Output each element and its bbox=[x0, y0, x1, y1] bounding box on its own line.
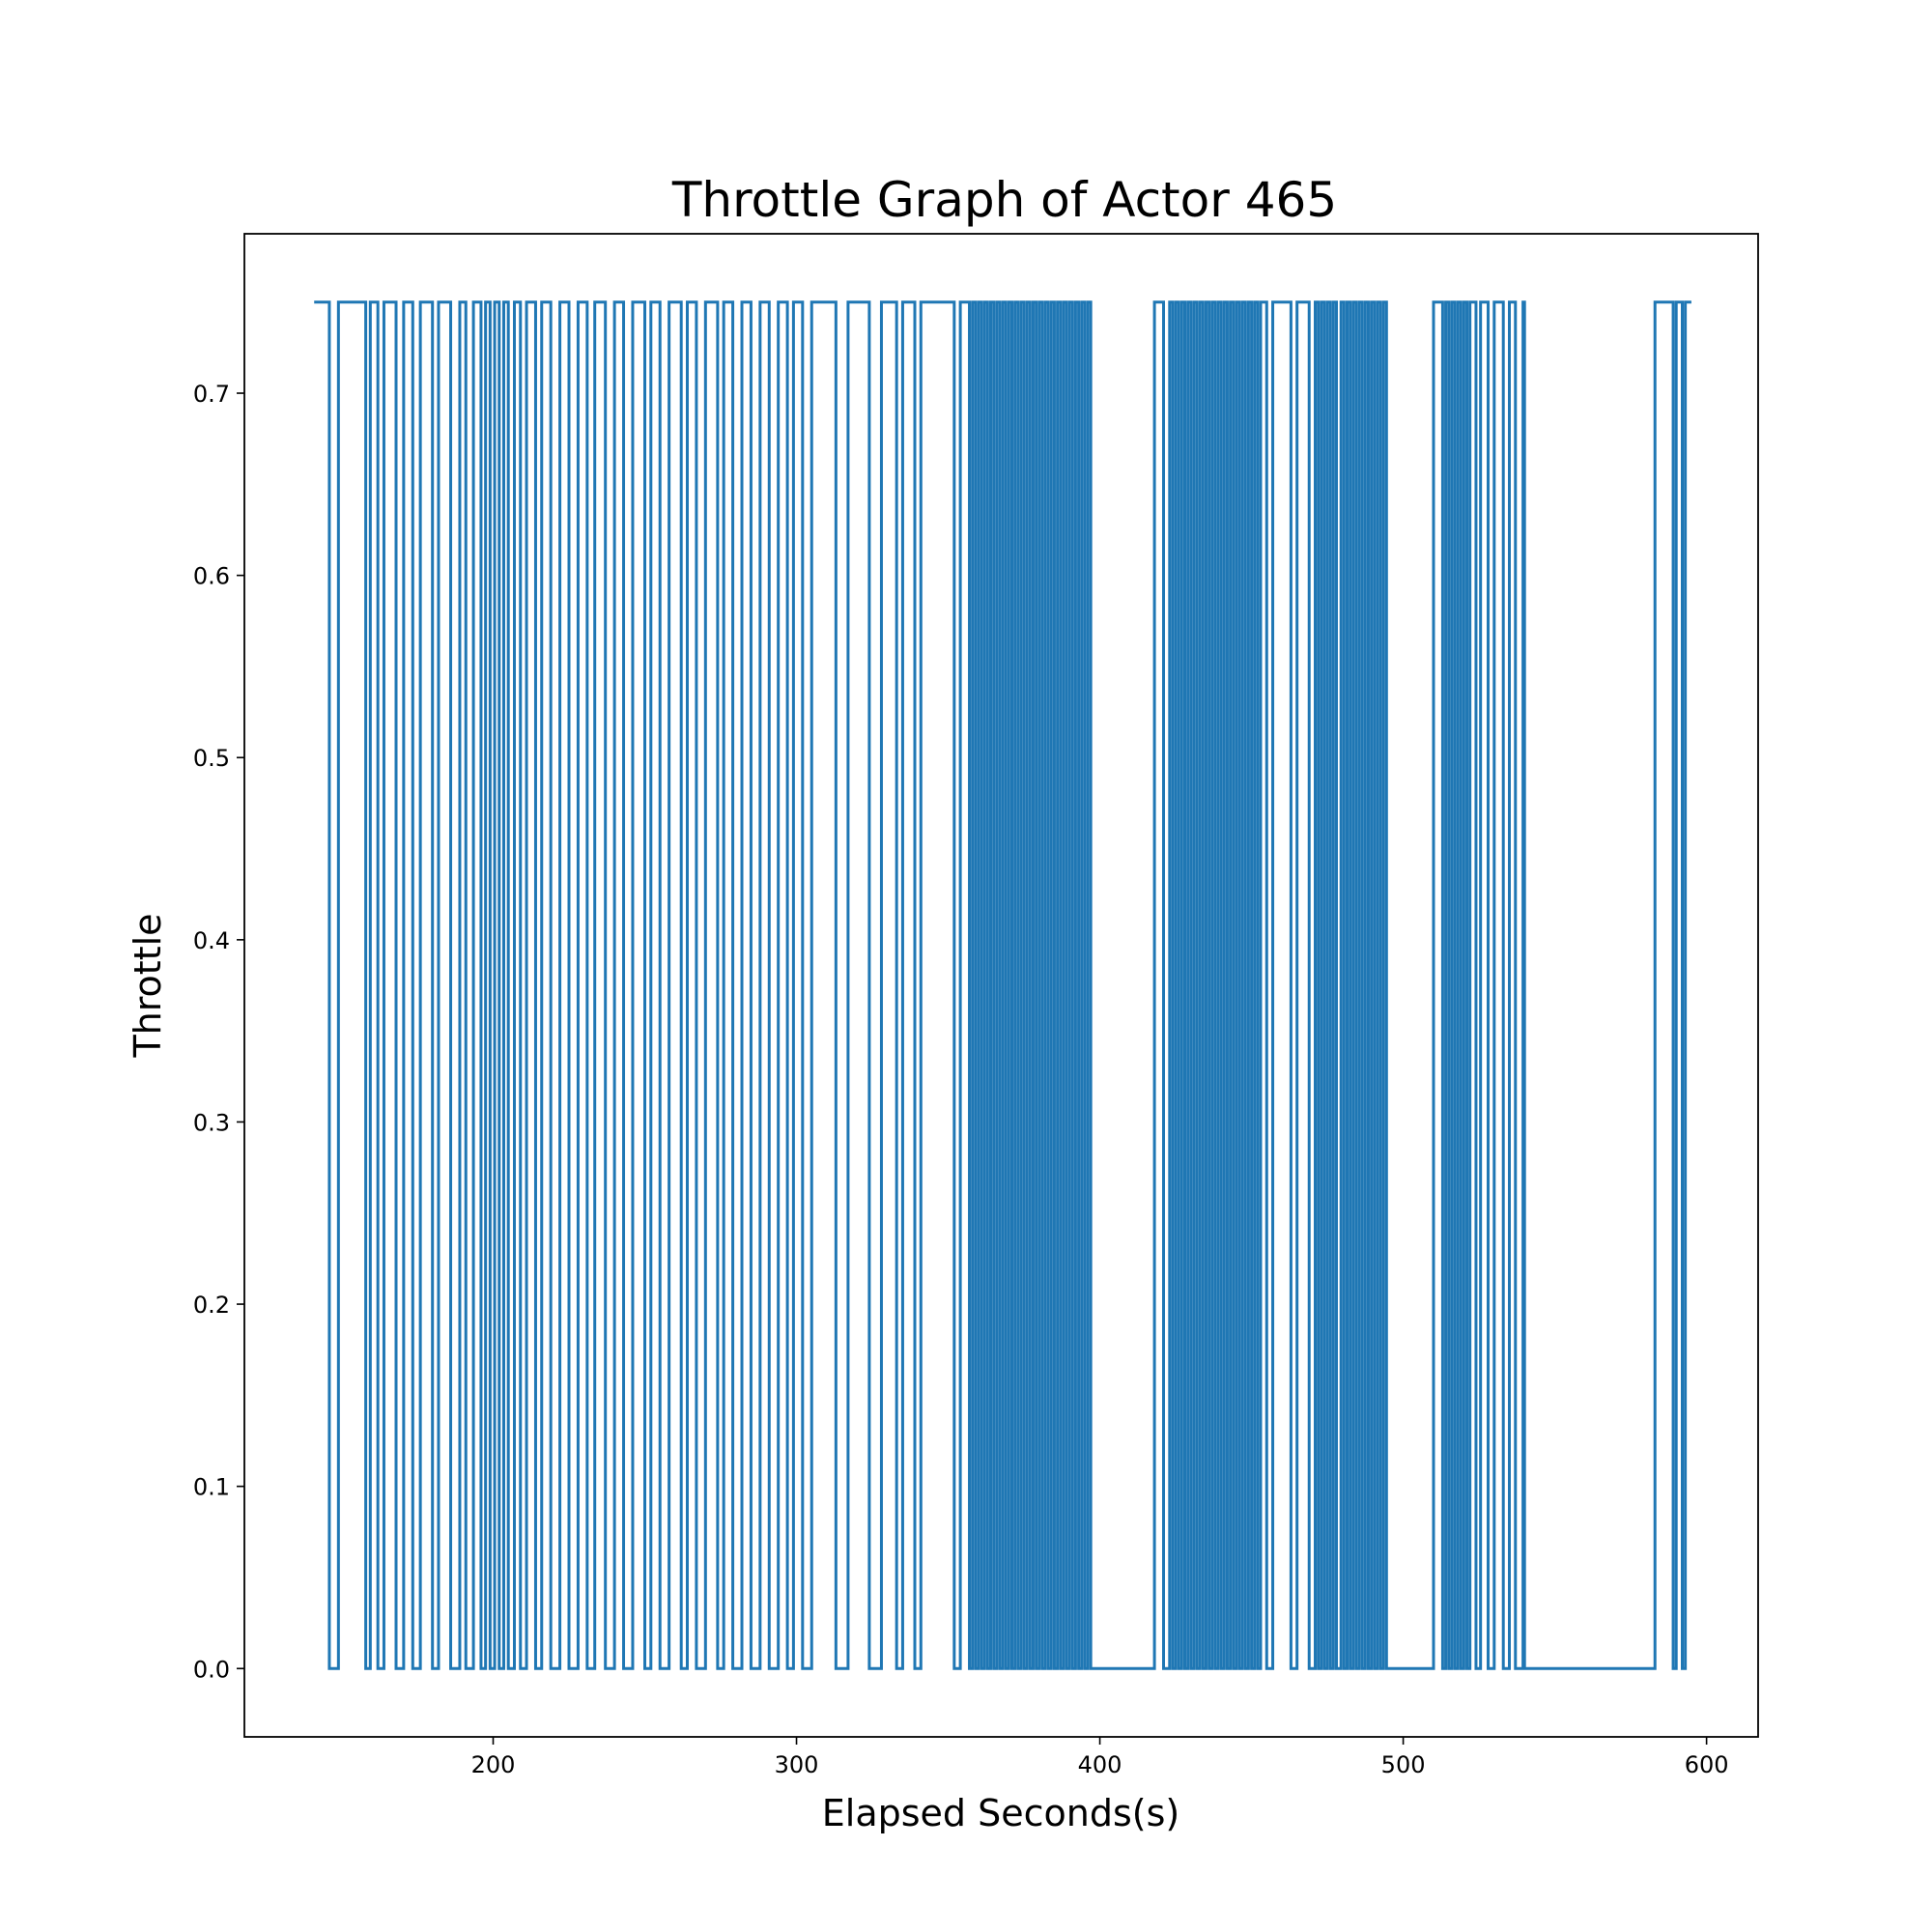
plot-series bbox=[314, 300, 1691, 1670]
y-tick-label: 0.1 bbox=[193, 1474, 230, 1501]
y-tick-label: 0.5 bbox=[193, 745, 230, 772]
y-axis-label: Throttle bbox=[127, 913, 169, 1058]
chart-title: Throttle Graph of Actor 465 bbox=[671, 172, 1337, 228]
y-tick-label: 0.0 bbox=[193, 1656, 230, 1683]
x-tick-label: 300 bbox=[775, 1751, 819, 1778]
y-tick-label: 0.2 bbox=[193, 1292, 230, 1319]
x-tick-label: 600 bbox=[1685, 1751, 1729, 1778]
throttle-series-line bbox=[314, 300, 1691, 1670]
x-tick-label: 500 bbox=[1381, 1751, 1426, 1778]
x-axis-ticks: 200 300 400 500 600 bbox=[471, 1737, 1729, 1778]
x-tick-label: 200 bbox=[471, 1751, 516, 1778]
y-axis-ticks: 0.0 0.1 0.2 0.3 0.4 0.5 0.6 0.7 bbox=[193, 381, 244, 1683]
plot-frame bbox=[243, 233, 1759, 1738]
y-tick-label: 0.6 bbox=[193, 563, 230, 590]
y-tick-label: 0.4 bbox=[193, 927, 230, 954]
x-tick-label: 400 bbox=[1078, 1751, 1122, 1778]
x-axis-label: Elapsed Seconds(s) bbox=[822, 1792, 1179, 1834]
y-tick-label: 0.7 bbox=[193, 381, 230, 408]
y-tick-label: 0.3 bbox=[193, 1109, 230, 1136]
